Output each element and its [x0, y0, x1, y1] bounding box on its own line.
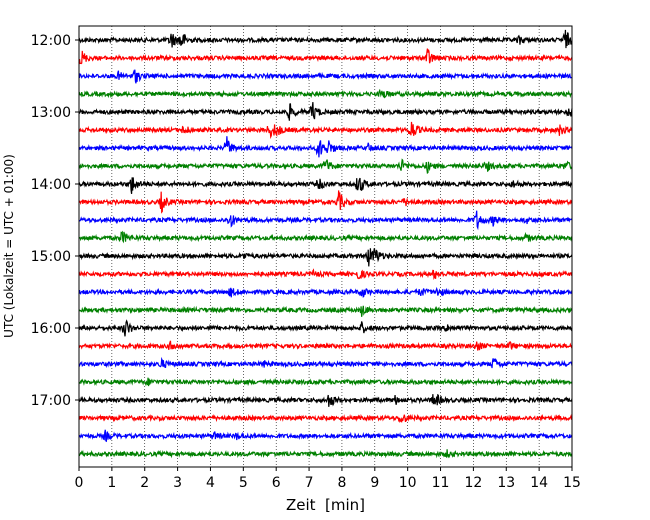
- seismic-trace: [78, 248, 573, 267]
- x-tick-label: 4: [206, 475, 215, 491]
- seismic-trace: [78, 286, 573, 298]
- seismic-trace: [78, 102, 573, 121]
- seismic-trace: [78, 230, 573, 244]
- seismic-trace: [78, 210, 573, 231]
- seismic-trace: [78, 305, 573, 317]
- seismic-trace: [78, 319, 573, 337]
- seismic-trace: [78, 377, 573, 387]
- x-tick-label: 6: [272, 475, 281, 491]
- seismic-trace: [78, 429, 573, 443]
- seismic-trace: [78, 69, 573, 84]
- x-tick-label: 1: [107, 475, 116, 491]
- x-tick-label: 8: [337, 475, 346, 491]
- x-tick-label: 5: [239, 475, 248, 491]
- x-axis-label: Zeit [min]: [286, 496, 365, 514]
- y-tick-label: 13:00: [31, 105, 71, 121]
- y-axis-ticks: 12:00 13:00 14:00 15:00 16:00 17:00: [31, 33, 79, 409]
- x-axis-ticks: 0 1 2 3 4 5 6 7 8 9 10 11 12 13 14 15: [75, 467, 581, 491]
- x-tick-label: 7: [305, 475, 314, 491]
- y-tick-label: 17:00: [31, 393, 71, 409]
- plot-frame: [78, 25, 573, 468]
- x-tick-label: 9: [370, 475, 379, 491]
- seismic-trace: [78, 177, 573, 194]
- seismic-trace: [78, 393, 573, 407]
- seismic-trace: [78, 158, 573, 175]
- x-tick-label: 11: [432, 475, 450, 491]
- x-tick-label: 0: [75, 475, 84, 491]
- y-tick-label: 14:00: [31, 177, 71, 193]
- x-tick-label: 2: [140, 475, 149, 491]
- seismic-trace: [78, 48, 573, 65]
- y-tick-label: 16:00: [31, 321, 71, 337]
- x-tick-label: 14: [530, 475, 548, 491]
- seismic-trace: [78, 413, 573, 423]
- y-axis-label: UTC (Lokalzeit = UTC + 01:00): [2, 154, 16, 338]
- seismic-trace: [78, 136, 573, 158]
- y-tick-label: 12:00: [31, 33, 71, 49]
- seismic-trace: [78, 190, 573, 214]
- y-tick-label: 15:00: [31, 249, 71, 265]
- x-tick-label: 13: [497, 475, 515, 491]
- seismic-trace: [78, 449, 573, 459]
- seismic-trace: [78, 356, 573, 369]
- seismic-trace: [78, 88, 573, 99]
- x-tick-label: 12: [464, 475, 482, 491]
- seismic-traces: [78, 29, 573, 459]
- seismic-trace: [78, 340, 573, 351]
- seismic-trace: [78, 268, 573, 280]
- seismic-trace: [78, 29, 573, 49]
- x-tick-label: 15: [563, 475, 581, 491]
- seismic-trace: [78, 121, 573, 140]
- x-tick-label: 10: [399, 475, 417, 491]
- x-tick-label: 3: [173, 475, 182, 491]
